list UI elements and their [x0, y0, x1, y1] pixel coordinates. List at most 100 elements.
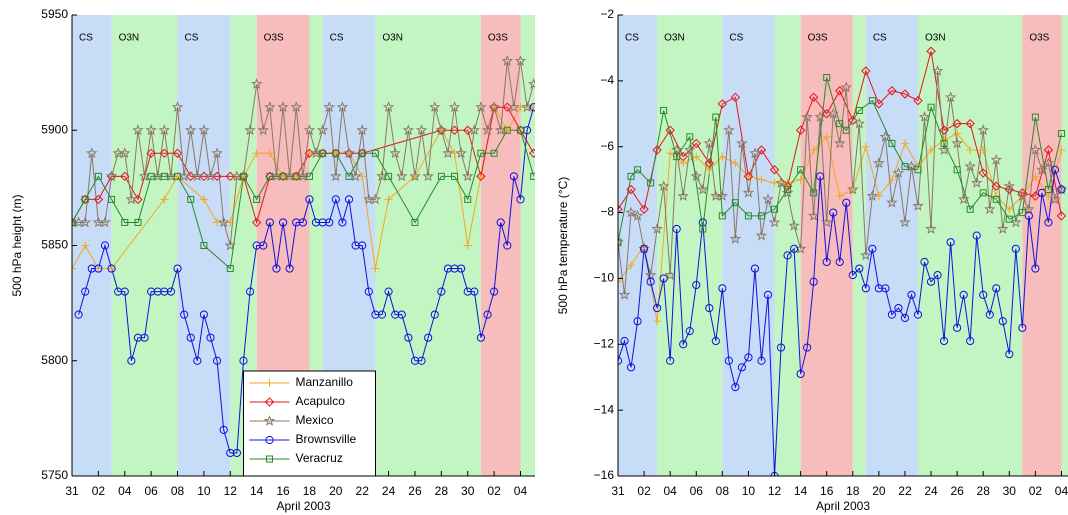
marker-star — [382, 101, 395, 113]
marker-square — [1005, 215, 1013, 223]
marker-star — [481, 124, 494, 136]
marker-square — [72, 218, 76, 226]
marker-plus — [1057, 146, 1066, 155]
legend-label: Manzanillo — [296, 375, 354, 389]
x-tick-label: 02 — [1029, 484, 1043, 498]
marker-plus — [900, 139, 909, 148]
marker-star — [847, 183, 859, 195]
regime-band — [800, 15, 853, 476]
marker-plus — [627, 261, 636, 270]
marker-square — [464, 195, 472, 203]
x-tick-label: 16 — [276, 484, 290, 498]
marker-star — [944, 91, 957, 103]
marker-square — [292, 172, 300, 180]
y-tick-label: −2 — [600, 7, 614, 21]
marker-diamond — [1043, 145, 1054, 155]
marker-circle — [666, 356, 675, 365]
marker-star — [119, 147, 131, 159]
marker-circle — [509, 172, 518, 181]
marker-circle — [483, 310, 492, 319]
marker-plus — [226, 218, 235, 227]
marker-star — [198, 124, 210, 136]
marker-star — [99, 216, 111, 228]
regime-band — [918, 15, 1023, 476]
marker-star — [462, 170, 474, 182]
x-tick-label: 31 — [611, 484, 625, 498]
marker-plus — [160, 195, 169, 204]
marker-plus — [770, 178, 779, 187]
marker-diamond — [1030, 191, 1041, 201]
marker-circle — [1044, 218, 1053, 227]
regime-label: O3N — [382, 33, 403, 44]
marker-star — [690, 170, 702, 182]
regime-label: O3N — [925, 33, 946, 44]
marker-diamond — [808, 92, 819, 103]
x-tick-label: 12 — [768, 484, 782, 498]
marker-square — [712, 113, 720, 121]
marker-star — [671, 144, 683, 155]
marker-circle — [685, 327, 694, 336]
marker-star — [1036, 163, 1048, 175]
marker-square — [855, 106, 863, 114]
marker-square — [226, 265, 234, 273]
marker-circle — [470, 287, 479, 296]
marker-square — [1031, 113, 1039, 121]
x-tick-label: 04 — [514, 484, 528, 498]
y-tick-label: 5900 — [41, 122, 68, 136]
marker-star — [664, 269, 676, 280]
y-tick-label: −6 — [600, 139, 614, 153]
regime-label: CS — [729, 33, 743, 44]
marker-plus — [966, 146, 975, 155]
marker-square — [266, 455, 273, 463]
marker-circle — [74, 310, 83, 319]
marker-circle — [939, 336, 949, 346]
x-tick-label: 08 — [171, 484, 185, 498]
marker-circle — [829, 208, 838, 217]
marker-diamond — [626, 184, 636, 195]
marker-plus — [757, 175, 766, 184]
marker-star — [866, 190, 879, 201]
marker-star — [528, 78, 535, 89]
marker-square — [503, 126, 511, 134]
marker-star — [697, 183, 709, 195]
marker-square — [940, 139, 948, 147]
marker-circle — [855, 264, 864, 273]
marker-star — [703, 137, 715, 149]
marker-circle — [133, 333, 143, 342]
marker-plus — [81, 241, 90, 250]
marker-star — [651, 223, 663, 234]
marker-square — [187, 195, 195, 203]
marker-circle — [1031, 264, 1040, 273]
marker-plus — [618, 277, 622, 286]
marker-circle — [114, 287, 123, 296]
x-tick-label: 31 — [65, 484, 79, 498]
marker-plus — [666, 149, 675, 158]
marker-circle — [653, 303, 662, 313]
marker-diamond — [476, 171, 486, 182]
marker-star — [369, 193, 382, 205]
regime-band — [72, 15, 112, 476]
x-tick-label: 18 — [846, 484, 860, 498]
marker-plus — [1044, 192, 1053, 201]
marker-star — [185, 124, 197, 136]
marker-star — [860, 249, 872, 261]
marker-star — [821, 216, 833, 228]
marker-star — [488, 101, 500, 113]
marker-circle — [711, 336, 720, 346]
marker-star — [86, 147, 98, 159]
marker-square — [174, 172, 182, 180]
marker-circle — [789, 244, 799, 253]
marker-circle — [305, 195, 314, 204]
x-tick-label: 18 — [303, 484, 317, 498]
y-tick-label: 5750 — [41, 468, 68, 482]
marker-plus — [718, 152, 727, 161]
marker-plus — [809, 146, 818, 155]
series-line — [618, 70, 1062, 295]
marker-square — [490, 149, 498, 157]
marker-star — [723, 124, 735, 136]
regime-band — [657, 15, 723, 476]
marker-square — [371, 149, 379, 157]
marker-star — [475, 101, 487, 113]
x-tick-label: 22 — [898, 484, 912, 498]
